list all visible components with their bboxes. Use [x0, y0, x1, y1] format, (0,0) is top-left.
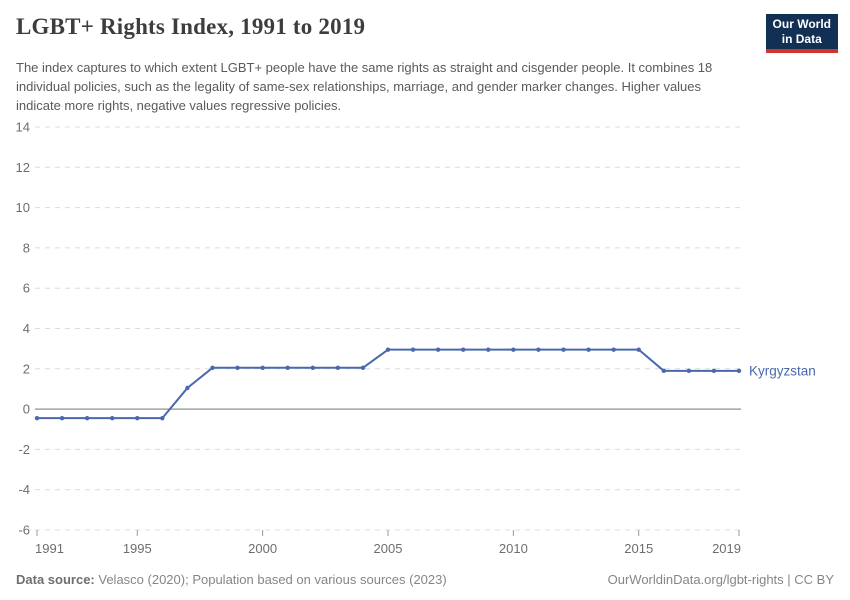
data-point — [511, 347, 516, 352]
data-point — [661, 368, 666, 374]
chart-subtitle: The index captures to which extent LGBT+… — [16, 60, 713, 113]
x-axis-tick-label: 1995 — [123, 541, 152, 556]
data-point — [385, 347, 391, 352]
data-point — [736, 368, 742, 374]
x-axis-tick-label: 2000 — [248, 541, 277, 556]
data-point — [59, 415, 65, 421]
x-axis-tick-label: 1991 — [35, 541, 64, 556]
y-axis-tick-label: 12 — [16, 160, 30, 175]
data-point — [210, 365, 215, 370]
data-point — [711, 368, 717, 374]
chart-title: LGBT+ Rights Index, 1991 to 2019 — [16, 14, 366, 39]
data-point — [410, 347, 416, 352]
y-axis-tick-label: 14 — [16, 120, 30, 135]
y-axis-tick-label: 6 — [23, 281, 30, 296]
y-axis-tick-label: -6 — [18, 523, 30, 538]
owid-logo-line1: Our World — [772, 17, 831, 31]
data-point — [84, 415, 90, 421]
data-point — [686, 368, 692, 374]
chart-footer: Data source: Velasco (2020); Population … — [16, 572, 834, 587]
x-axis-tick-label: 2019 — [712, 541, 741, 556]
owid-logo-line2: in Data — [781, 32, 822, 46]
data-point — [285, 365, 290, 370]
data-point — [335, 365, 341, 370]
data-point — [160, 415, 165, 421]
data-point — [110, 415, 115, 421]
y-axis-tick-label: 2 — [23, 361, 30, 376]
x-axis-tick-label: 2015 — [624, 541, 653, 556]
data-point — [536, 347, 541, 352]
y-axis-tick-label: 4 — [23, 321, 30, 336]
data-point — [185, 385, 190, 391]
data-point — [486, 347, 491, 352]
data-point — [561, 347, 566, 352]
data-source-note: Data source: Velasco (2020); Population … — [16, 572, 447, 587]
y-axis-tick-label: 0 — [23, 402, 30, 417]
data-point — [611, 347, 616, 352]
series-end-label: Kyrgyzstan — [749, 363, 816, 378]
data-point — [34, 415, 40, 421]
data-point — [636, 347, 641, 352]
data-point — [135, 415, 140, 421]
data-point — [360, 365, 366, 370]
x-axis-tick-label: 2005 — [374, 541, 403, 556]
y-axis-tick-label: 10 — [16, 200, 30, 215]
data-point — [461, 347, 466, 352]
y-axis-tick-label: -2 — [18, 442, 30, 457]
data-point — [435, 347, 441, 352]
y-axis-tick-label: -4 — [18, 482, 30, 497]
data-source-text: Velasco (2020); Population based on vari… — [98, 572, 447, 587]
data-point — [310, 365, 315, 370]
license-link: OurWorldinData.org/lgbt-rights | CC BY — [607, 572, 834, 587]
data-source-label: Data source: — [16, 572, 95, 587]
data-point — [235, 365, 240, 370]
data-point — [586, 347, 591, 352]
y-axis-tick-label: 8 — [23, 240, 30, 255]
owid-logo: Our World in Data — [765, 14, 838, 53]
data-point — [260, 365, 265, 370]
x-axis-tick-label: 2010 — [499, 541, 528, 556]
data-line — [36, 348, 740, 420]
